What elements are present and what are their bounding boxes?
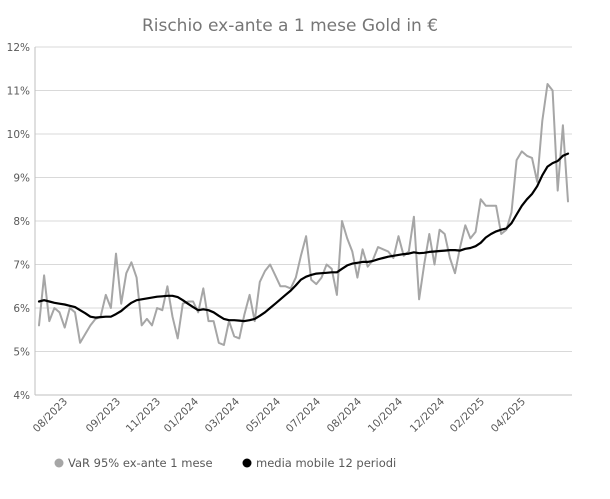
series-line-var bbox=[38, 83, 569, 346]
y-tick-label: 8% bbox=[13, 216, 30, 228]
x-tick-label: 03/2024 bbox=[203, 395, 243, 435]
x-tick-label: 02/2025 bbox=[448, 396, 487, 435]
y-tick-label: 6% bbox=[13, 303, 30, 315]
x-tick-label: 09/2023 bbox=[84, 396, 123, 435]
x-tick-label: 12/2024 bbox=[408, 395, 448, 435]
x-tick-label: 04/2025 bbox=[489, 396, 528, 435]
axis-layer: 4% 5% 6% 7% 8% 9% 10% 11% 12% bbox=[7, 42, 572, 402]
legend-marker bbox=[54, 458, 64, 468]
y-tick-label: 10% bbox=[7, 129, 30, 141]
series-layer bbox=[37, 83, 570, 346]
legend: VaR 95% ex-ante 1 mese media mobile 12 pe… bbox=[54, 456, 396, 470]
chart-title: Rischio ex-ante a 1 mese Gold in € bbox=[142, 16, 438, 36]
legend-label: media mobile 12 periodi bbox=[256, 456, 396, 470]
x-tick-label: 10/2024 bbox=[366, 395, 406, 435]
legend-label: VaR 95% ex-ante 1 mese bbox=[68, 456, 213, 470]
grid-layer bbox=[35, 46, 572, 396]
x-tick-label: 11/2023 bbox=[124, 396, 163, 435]
x-tick-label: 07/2024 bbox=[284, 395, 324, 435]
x-tick-label: 08/2024 bbox=[325, 395, 365, 435]
y-tick-label: 12% bbox=[7, 42, 30, 54]
y-tick-label: 4% bbox=[13, 390, 30, 402]
y-tick-label: 9% bbox=[13, 173, 30, 185]
x-tick-label: 01/2024 bbox=[162, 395, 202, 435]
legend-marker bbox=[242, 458, 252, 468]
legend-item-var: VaR 95% ex-ante 1 mese bbox=[54, 456, 213, 470]
legend-item-moving-average: media mobile 12 periodi bbox=[242, 456, 396, 470]
x-tick-label: 08/2023 bbox=[31, 396, 70, 435]
y-tick-label: 7% bbox=[13, 260, 30, 272]
series-line-moving-average bbox=[37, 152, 570, 323]
y-tick-label: 5% bbox=[13, 347, 30, 359]
x-tick-label: 05/2024 bbox=[244, 395, 284, 435]
y-tick-label: 11% bbox=[7, 86, 30, 98]
